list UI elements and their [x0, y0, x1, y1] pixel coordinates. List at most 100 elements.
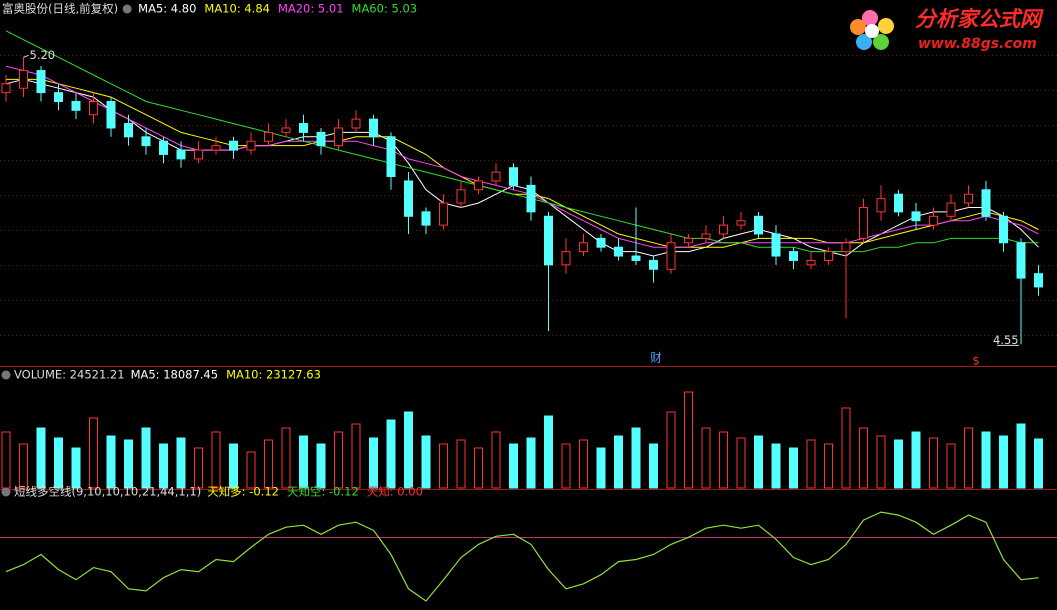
- volume-bar: [929, 437, 938, 489]
- candle-body: [351, 118, 361, 129]
- candle-body: [421, 211, 431, 226]
- volume-bar: [246, 451, 256, 489]
- candle-body: [999, 215, 1008, 244]
- candle-body: [544, 215, 553, 266]
- oscillator-line: [5, 511, 1039, 602]
- menu-icon: [1, 370, 11, 380]
- volume-bar: [841, 407, 851, 489]
- candle-body: [684, 237, 693, 244]
- candle-body: [509, 167, 518, 186]
- candle-body: [789, 251, 798, 261]
- candle-body: [316, 131, 326, 147]
- candle-body: [876, 198, 886, 213]
- volume-bar: [824, 443, 833, 489]
- legend-entry: MA5: 4.80: [138, 2, 196, 16]
- candle-body: [404, 180, 413, 217]
- candle-body: [981, 189, 991, 217]
- candle-body: [771, 233, 781, 257]
- legend-entry: MA5: 18087.45: [131, 368, 219, 382]
- candle-body: [211, 145, 221, 151]
- panel-title: 富奥股份(日线,前复权): [2, 2, 118, 16]
- volume-bar: [386, 419, 396, 489]
- volume-bar: [684, 391, 693, 489]
- candle-body: [964, 193, 973, 204]
- volume-bar: [736, 437, 746, 489]
- candle-body: [579, 242, 588, 253]
- volume-bar: [71, 447, 81, 489]
- annotation: 4.55: [993, 333, 1019, 347]
- candle-body: [299, 123, 308, 133]
- volume-bar: [281, 427, 291, 489]
- volume-bar: [211, 431, 221, 489]
- candle-body: [36, 70, 46, 94]
- candle-body: [89, 100, 98, 116]
- panel-title: 短线多空线(9,10,10,10,21,44,1,1): [14, 485, 201, 499]
- volume-bar: [964, 427, 973, 489]
- candle-body: [911, 211, 921, 222]
- candle-body: [736, 220, 746, 226]
- volume-bar: [806, 439, 816, 489]
- volume-bar: [509, 443, 518, 489]
- volume-bar: [421, 435, 431, 489]
- logo-flower: [850, 10, 894, 50]
- candle-body: [124, 123, 133, 138]
- ma-line: [5, 30, 1039, 253]
- candle-body: [946, 202, 956, 217]
- candle-body: [719, 224, 728, 235]
- candle-body: [246, 140, 256, 151]
- volume-bar: [439, 443, 448, 489]
- volume-bar: [561, 443, 571, 489]
- candle-body: [229, 140, 238, 151]
- candle-body: [894, 193, 903, 213]
- volume-bar: [264, 439, 273, 489]
- volume-bar: [54, 437, 63, 489]
- candle-body: [369, 118, 378, 138]
- candle-body: [106, 100, 116, 129]
- legend-entry: MA60: 5.03: [352, 2, 418, 16]
- candle-body: [176, 149, 186, 160]
- candle-body: [54, 92, 63, 102]
- candle-body: [526, 184, 536, 213]
- volume-bar: [946, 443, 956, 489]
- volume-bar: [124, 439, 133, 489]
- volume-bar: [159, 443, 168, 489]
- volume-bar: [859, 427, 868, 489]
- volume-bar: [631, 427, 641, 489]
- volume-bar: [614, 435, 623, 489]
- volume-bar: [754, 435, 763, 489]
- volume-bar: [299, 435, 308, 489]
- volume-bar: [106, 435, 116, 489]
- candle-body: [141, 136, 151, 147]
- candle-body: [806, 259, 816, 266]
- volume-bar: [999, 435, 1008, 489]
- candle-body: [439, 202, 448, 226]
- volume-bar: [526, 437, 536, 489]
- candle-body: [474, 180, 483, 191]
- candle-body: [841, 242, 851, 253]
- candle-body: [334, 127, 343, 147]
- candle-body: [614, 246, 623, 257]
- candle-body: [1016, 242, 1026, 279]
- candle-body: [701, 233, 711, 239]
- ma-line: [5, 78, 1039, 257]
- candle-body: [386, 136, 396, 178]
- volume-bar: [894, 439, 903, 489]
- volume-bar: [351, 423, 361, 489]
- candle-body: [264, 131, 273, 142]
- candle-body: [754, 215, 763, 235]
- ma-line: [5, 65, 1039, 248]
- candle-body: [194, 149, 203, 160]
- candle-body: [631, 255, 641, 261]
- volume-bar: [1034, 438, 1043, 489]
- menu-icon: [1, 487, 11, 497]
- logo-url: www.88gs.com: [918, 36, 1037, 52]
- volume-bar: [316, 443, 326, 489]
- volume-bar: [579, 439, 588, 489]
- volume-bar: [404, 411, 413, 489]
- legend-entry: MA10: 4.84: [204, 2, 270, 16]
- candle-body: [1034, 273, 1043, 288]
- volume-bar: [1016, 423, 1026, 489]
- candle-body: [281, 127, 291, 133]
